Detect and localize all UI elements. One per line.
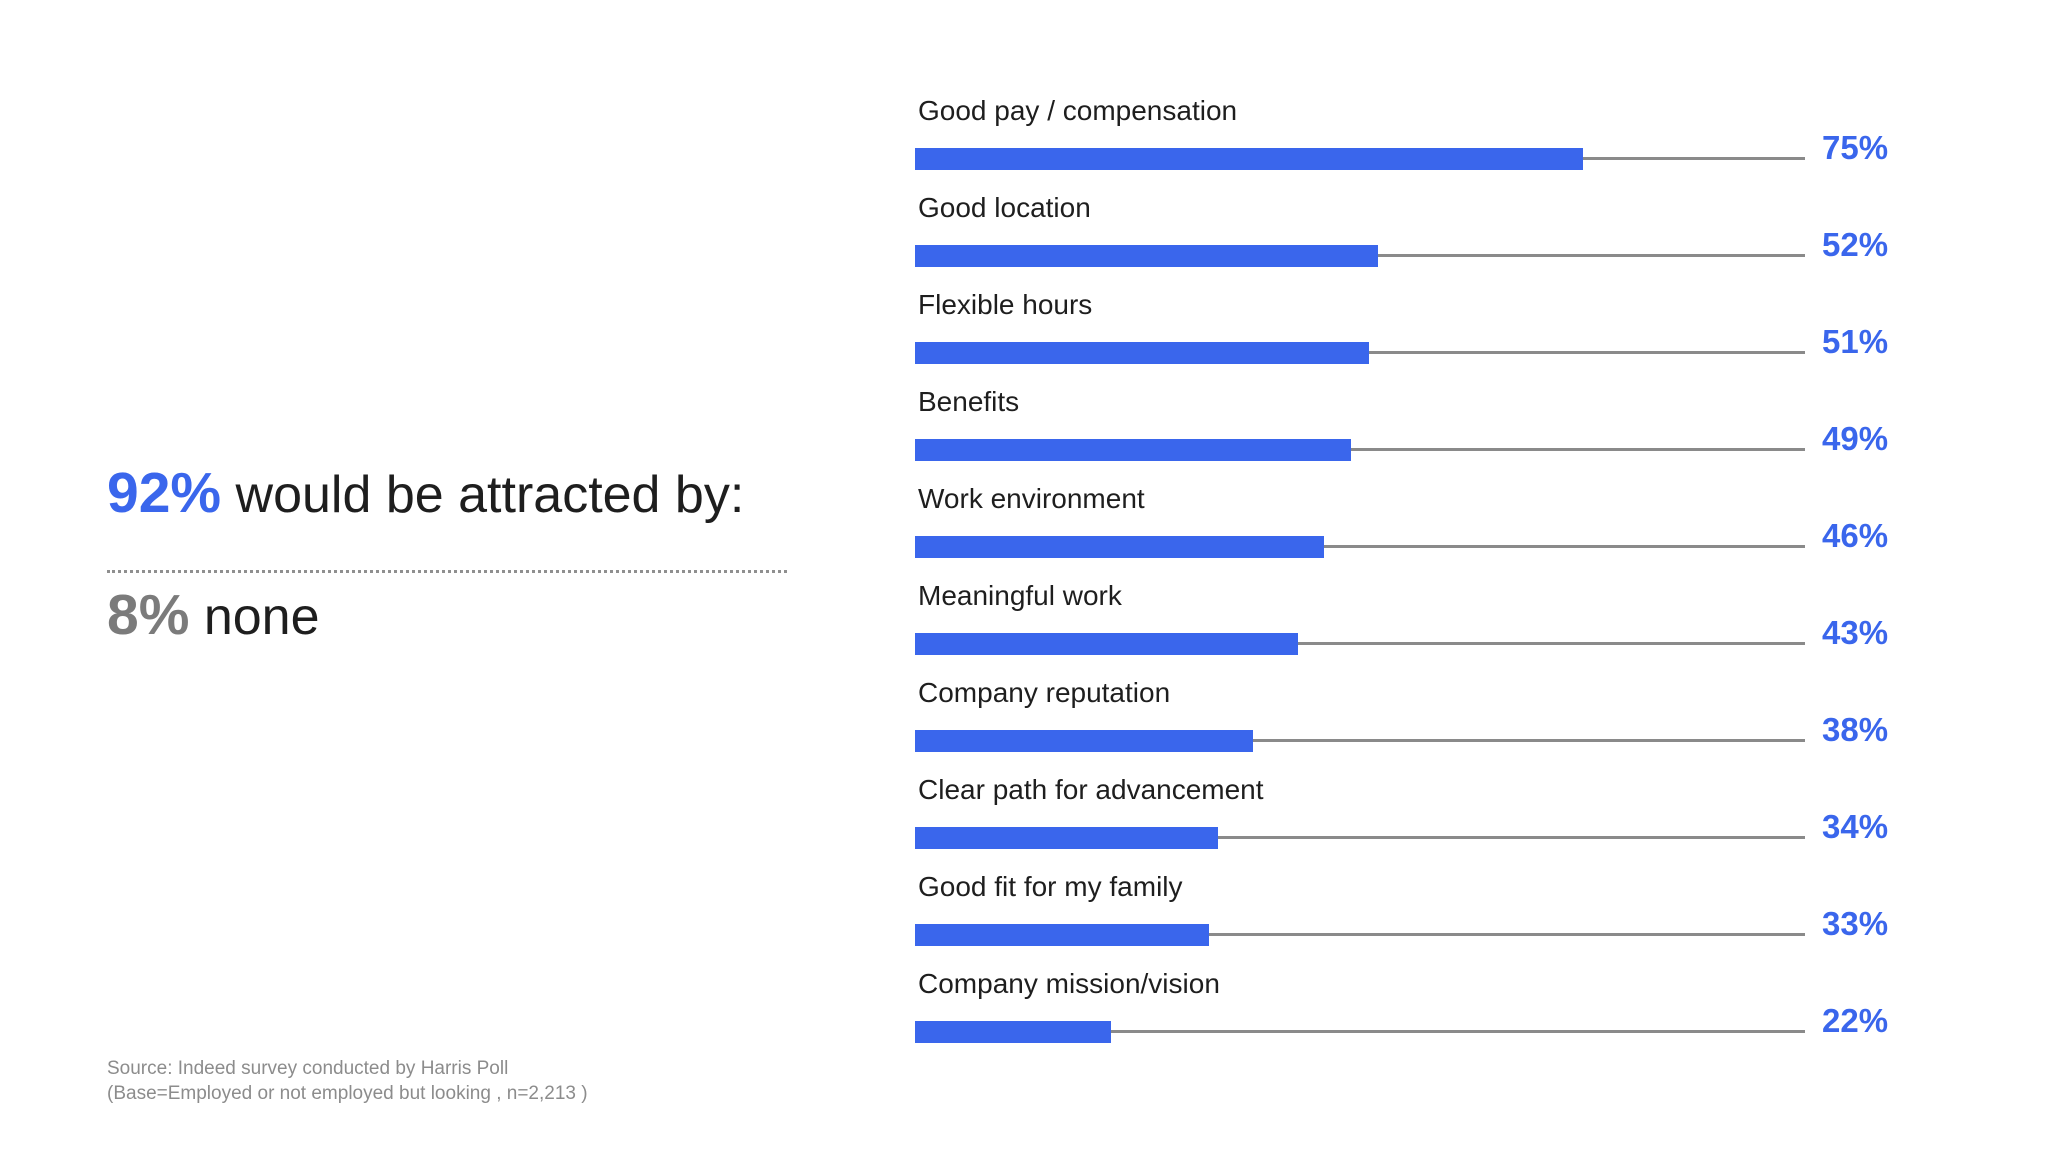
value-label: 51% (1822, 323, 1889, 360)
bar-area: 34% (915, 808, 1915, 857)
summary-headline: 92% would be attracted by: (107, 462, 744, 526)
bar-area: 52% (915, 226, 1915, 275)
source-line-2: (Base=Employed or not employed but looki… (107, 1083, 588, 1104)
bar-row: Good pay / compensation 75% (915, 94, 1915, 170)
bar-track (915, 730, 1805, 752)
summary-secondary: 8% none (107, 584, 320, 648)
bar-track (915, 1021, 1805, 1043)
bar-area: 43% (915, 614, 1915, 663)
bar-row: Benefits 49% (915, 385, 1915, 461)
value-label: 52% (1822, 226, 1889, 263)
bar-fill (915, 1021, 1111, 1043)
bar-fill (915, 536, 1325, 558)
secondary-text: none (189, 588, 320, 646)
bar-track (915, 924, 1805, 946)
bar-chart: Good pay / compensation 75% Good locatio… (915, 94, 1915, 1064)
value-label: 43% (1822, 614, 1889, 651)
bar-track (915, 633, 1805, 655)
bar-area: 51% (915, 323, 1915, 372)
bar-row: Company reputation 38% (915, 676, 1915, 752)
value-label: 22% (1822, 1002, 1889, 1039)
bar-row: Good location 52% (915, 191, 1915, 267)
highlight-percent: 92% (107, 461, 222, 525)
bar-area: 33% (915, 905, 1915, 954)
bar-row: Company mission/vision 22% (915, 967, 1915, 1043)
value-label: 75% (1822, 129, 1889, 166)
bar-label: Good location (918, 192, 1091, 223)
bar-label: Company reputation (918, 677, 1171, 708)
bar-fill (915, 245, 1378, 267)
bar-fill (915, 633, 1298, 655)
bar-label: Meaningful work (918, 580, 1122, 611)
source-note: Source: Indeed survey conducted by Harri… (107, 1056, 588, 1106)
value-label: 38% (1822, 711, 1889, 748)
bar-label: Clear path for advancement (918, 774, 1264, 805)
track-line (915, 836, 1805, 839)
bar-label: Work environment (918, 483, 1145, 514)
track-line (915, 739, 1805, 742)
track-line (915, 933, 1805, 936)
bar-label: Good pay / compensation (918, 95, 1238, 126)
bar-label: Company mission/vision (918, 968, 1220, 999)
bar-track (915, 245, 1805, 267)
bar-track (915, 148, 1805, 170)
bar-label: Flexible hours (918, 289, 1093, 320)
bar-track (915, 827, 1805, 849)
dotted-divider (107, 570, 787, 573)
bar-area: 38% (915, 711, 1915, 760)
track-line (915, 642, 1805, 645)
value-label: 46% (1822, 517, 1889, 554)
bar-track (915, 439, 1805, 461)
track-line (915, 448, 1805, 451)
value-label: 49% (1822, 420, 1889, 457)
bar-row: Flexible hours 51% (915, 288, 1915, 364)
bar-fill (915, 730, 1254, 752)
bar-area: 75% (915, 129, 1915, 178)
bar-row: Work environment 46% (915, 482, 1915, 558)
bar-label: Benefits (918, 386, 1020, 417)
bar-label: Good fit for my family (918, 871, 1183, 902)
bar-fill (915, 342, 1369, 364)
secondary-percent: 8% (107, 583, 190, 647)
value-label: 33% (1822, 905, 1889, 942)
bar-area: 49% (915, 420, 1915, 469)
bar-fill (915, 148, 1583, 170)
bar-fill (915, 439, 1352, 461)
bar-area: 22% (915, 1002, 1915, 1051)
bar-row: Clear path for advancement 34% (915, 773, 1915, 849)
bar-track (915, 536, 1805, 558)
bar-track (915, 342, 1805, 364)
source-line-1: Source: Indeed survey conducted by Harri… (107, 1058, 509, 1079)
bar-row: Meaningful work 43% (915, 579, 1915, 655)
value-label: 34% (1822, 808, 1889, 845)
bar-row: Good fit for my family 33% (915, 870, 1915, 946)
bar-fill (915, 924, 1209, 946)
track-line (915, 545, 1805, 548)
bar-area: 46% (915, 517, 1915, 566)
track-line (915, 1030, 1805, 1033)
highlight-text: would be attracted by: (221, 466, 745, 524)
bar-fill (915, 827, 1218, 849)
